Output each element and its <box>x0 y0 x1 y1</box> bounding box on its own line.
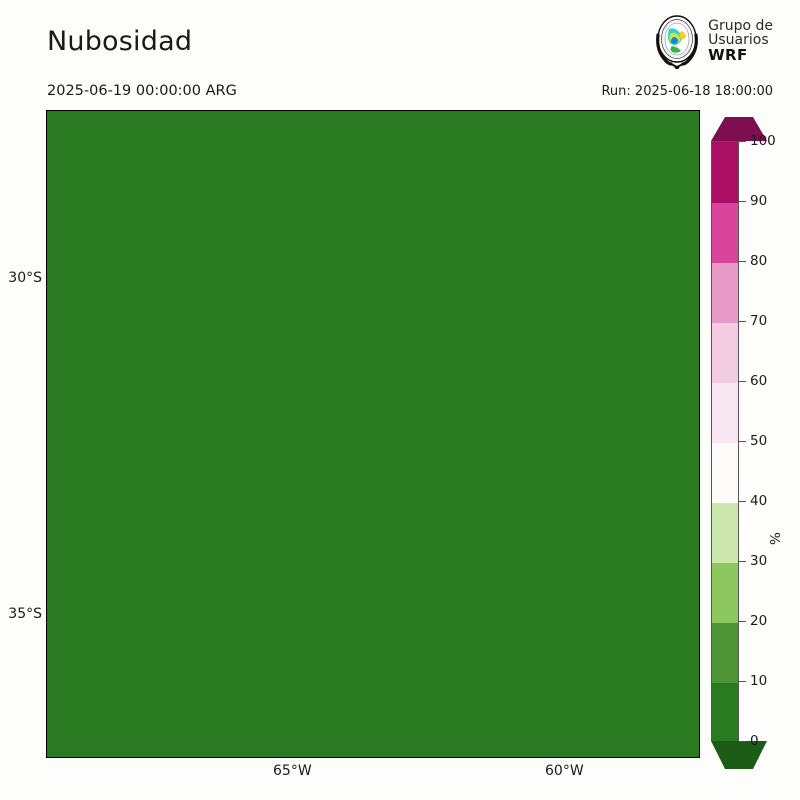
logo-text: Grupo de Usuarios WRF <box>708 19 773 63</box>
colorbar-band-80-90 <box>712 202 738 263</box>
colorbar-band-40-50 <box>712 442 738 503</box>
colorbar-band-10-20 <box>712 622 738 683</box>
colorbar-unit-label: % <box>768 532 784 545</box>
colorbar-tick-label-20: 20 <box>750 613 768 629</box>
lon-tick-label-0: 65°W <box>273 763 312 779</box>
colorbar[interactable]: 0 10 20 30 40 50 60 70 80 90 100 % <box>708 110 800 775</box>
colorbar-tick-70 <box>739 321 746 322</box>
colorbar-tick-label-90: 90 <box>750 193 768 209</box>
colorbar-gradient <box>711 141 739 743</box>
page-title: Nubosidad <box>47 26 193 57</box>
colorbar-band-30-40 <box>712 502 738 563</box>
logo-line-1: Grupo de <box>708 18 773 35</box>
colorbar-tick-label-0: 0 <box>750 733 759 749</box>
colorbar-tick-label-80: 80 <box>750 253 768 269</box>
cloud-cover-raster <box>47 111 699 757</box>
lon-tick-label-1: 60°W <box>545 763 584 779</box>
colorbar-band-20-30 <box>712 562 738 623</box>
wrf-globe-seal-icon <box>653 13 701 71</box>
colorbar-tick-90 <box>739 201 746 202</box>
lat-tick-label-1: 35°S <box>8 606 42 622</box>
colorbar-band-70-80 <box>712 262 738 323</box>
colorbar-tick-60 <box>739 381 746 382</box>
colorbar-band-60-70 <box>712 322 738 383</box>
colorbar-tick-100 <box>739 141 746 142</box>
colorbar-tick-label-60: 60 <box>750 373 768 389</box>
colorbar-over-arrow-icon <box>711 117 767 141</box>
colorbar-tick-20 <box>739 621 746 622</box>
colorbar-tick-label-10: 10 <box>750 673 768 689</box>
brand-logo: Grupo de Usuarios WRF <box>653 12 773 71</box>
colorbar-tick-label-50: 50 <box>750 433 768 449</box>
colorbar-tick-label-100: 100 <box>750 133 776 149</box>
colorbar-tick-label-70: 70 <box>750 313 768 329</box>
colorbar-tick-30 <box>739 561 746 562</box>
valid-time-label: 2025-06-19 00:00:00 ARG <box>47 83 237 99</box>
colorbar-under-arrow-icon <box>711 741 767 769</box>
colorbar-tick-label-30: 30 <box>750 553 768 569</box>
colorbar-tick-80 <box>739 261 746 262</box>
colorbar-band-50-60 <box>712 382 738 443</box>
colorbar-band-0-10 <box>712 682 738 743</box>
run-time-label: Run: 2025-06-18 18:00:00 <box>601 84 773 99</box>
colorbar-tick-40 <box>739 501 746 502</box>
map-plot-area[interactable] <box>46 110 700 758</box>
colorbar-band-90-100 <box>712 142 738 203</box>
colorbar-tick-50 <box>739 441 746 442</box>
colorbar-tick-label-40: 40 <box>750 493 768 509</box>
logo-line-2: Usuarios <box>708 32 769 49</box>
lat-tick-label-0: 30°S <box>8 270 42 286</box>
colorbar-tick-10 <box>739 681 746 682</box>
logo-line-3: WRF <box>708 45 748 64</box>
colorbar-tick-0 <box>739 741 746 742</box>
